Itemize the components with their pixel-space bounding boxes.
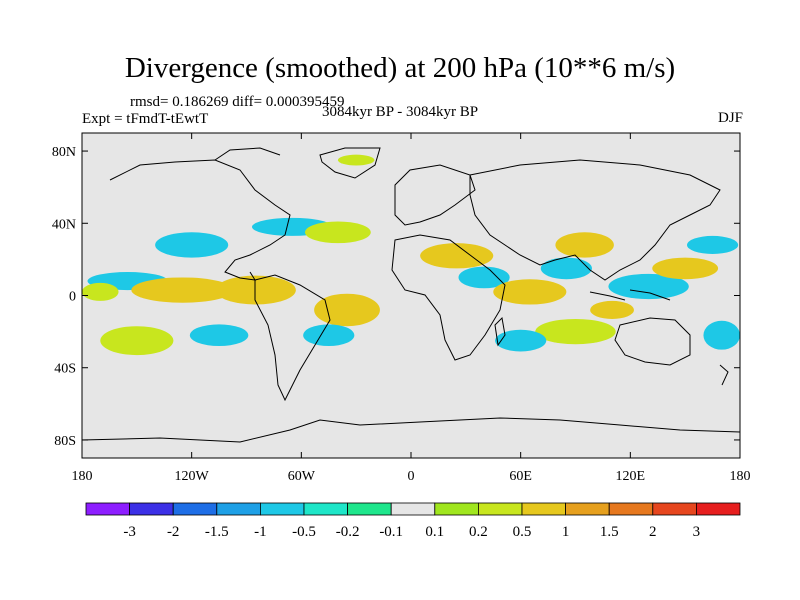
colorbar-label: 2 [649,524,657,540]
contour-region [703,320,740,350]
lon-tick-label: 60E [509,469,532,484]
lat-tick-label: 80N [52,145,76,160]
contour-region [82,282,119,301]
lat-tick-label: 80S [54,434,76,449]
divergence-contours [82,154,740,356]
lat-axis: 80N 40N 0 40S 80S [52,145,740,449]
page-title: Divergence (smoothed) at 200 hPa (10**6 … [124,52,676,84]
contour-region [304,221,371,244]
season-text: DJF [717,110,743,126]
colorbar-label: 3 [693,524,701,540]
lat-tick-label: 40S [54,362,76,377]
lon-axis: 180 120W 60W 0 60E 120E 180 [72,133,751,484]
contour-region [555,232,614,258]
contour-region [686,235,739,254]
lon-tick-label: 120E [616,469,646,484]
colorbar-swatch [85,502,130,516]
colorbar-swatch [129,502,174,516]
experiment-text: Expt = tFmdT-tEwtT [82,111,209,127]
colorbar-label: -1.5 [205,524,229,540]
lon-tick-label: 180 [730,469,751,484]
colorbar-label: -1 [254,524,267,540]
contour-region [540,257,592,280]
colorbar-label: -3 [123,524,136,540]
contour-region [337,154,375,166]
contour-region [131,277,234,303]
colorbar-label: 0.5 [513,524,532,540]
colorbar-swatch [172,502,218,516]
contour-region [590,300,634,319]
contour-region [535,318,616,345]
colorbar-swatch [565,502,610,516]
contour-region [314,293,380,327]
colorbar-swatch [347,502,392,516]
colorbar-swatch [434,502,479,516]
contour-region [420,243,494,269]
contour-region [215,275,296,305]
colorbar-label: 0.2 [469,524,488,540]
contour-region [495,329,547,352]
colorbar-label: 1.5 [600,524,619,540]
period-text: 3084kyr BP - 3084kyr BP [321,104,479,120]
map-panel: 80N 40N 0 40S 80S 180 120W 60W 0 60E 120E 180 [52,132,751,484]
colorbar-swatch [216,502,261,516]
lon-tick-label: 60W [288,469,316,484]
lat-tick-label: 0 [69,290,76,305]
lon-tick-label: 0 [408,469,415,484]
colorbar-swatch [696,502,741,516]
lon-tick-label: 120W [175,469,210,484]
colorbar-swatch [259,502,305,516]
lon-tick-label: 180 [72,469,93,484]
contour-region [652,257,719,280]
colorbar: -3 -2 -1.5 -1 -0.5 -0.2 -0.1 0.1 0.2 0.5 1 1.5 2 3 [85,502,741,540]
colorbar-swatch [477,502,523,516]
contour-region [458,266,510,289]
colorbar-label: -0.1 [379,524,403,540]
coastlines [81,147,741,443]
lat-tick-label: 40N [52,217,76,232]
colorbar-label: 0.1 [425,524,444,540]
stats-text: rmsd= 0.186269 diff= 0.000395459 [130,94,345,110]
contour-region [608,273,689,300]
colorbar-label: -0.2 [336,524,360,540]
contour-region [493,279,567,305]
contour-region [303,324,355,347]
contour-region [189,324,249,347]
colorbar-swatch [303,502,348,516]
colorbar-swatch [390,502,436,516]
contour-region [155,232,229,258]
colorbar-swatch [521,502,566,516]
colorbar-label: -0.5 [292,524,316,540]
colorbar-label: -2 [167,524,180,540]
colorbar-swatch [608,502,654,516]
colorbar-swatch [652,502,697,516]
contour-region [100,326,174,356]
colorbar-label: 1 [562,524,570,540]
